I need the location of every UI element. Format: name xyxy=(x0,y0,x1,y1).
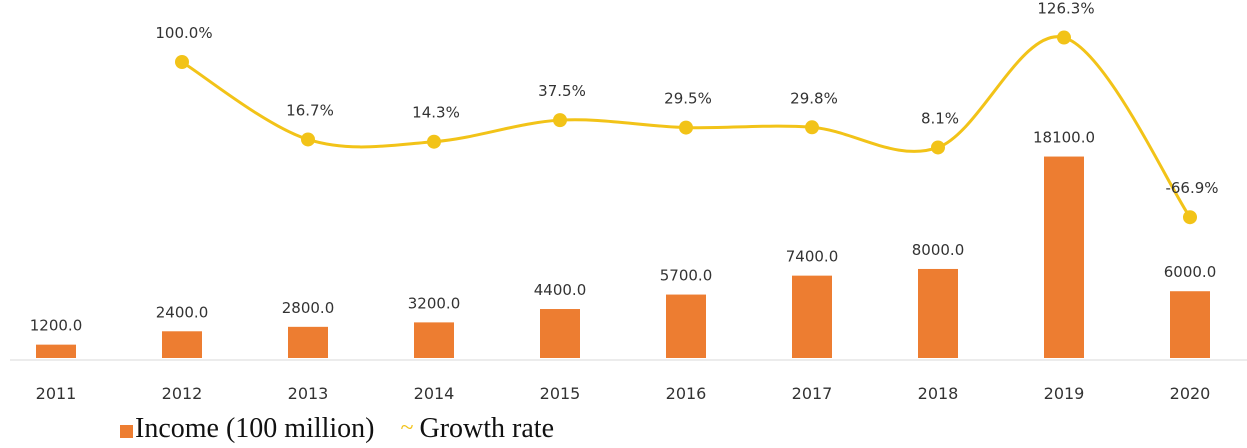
income-bar-2011 xyxy=(36,344,76,358)
growth-point-2019 xyxy=(1057,30,1071,45)
legend-bar-swatch-icon xyxy=(120,424,133,438)
legend: Income (100 million) ~ Growth rate xyxy=(120,412,554,446)
income-bar-2019 xyxy=(1044,156,1084,358)
income-bar-2014 xyxy=(414,322,454,358)
x-tick-label-2016: 2016 xyxy=(666,384,707,403)
growth-label-2020: -66.9% xyxy=(1165,179,1218,197)
growth-rate-line xyxy=(175,30,1197,225)
growth-point-2013 xyxy=(301,132,315,147)
x-tick-label-2014: 2014 xyxy=(414,384,455,403)
income-bars xyxy=(36,156,1210,358)
x-tick-label-2019: 2019 xyxy=(1044,384,1085,403)
growth-point-2018 xyxy=(931,140,945,155)
growth-point-2014 xyxy=(427,134,441,149)
income-label-2011: 1200.0 xyxy=(30,317,83,335)
growth-point-2015 xyxy=(553,113,567,128)
x-tick-label-2011: 2011 xyxy=(36,384,77,403)
x-tick-label-2015: 2015 xyxy=(540,384,581,403)
growth-rate-path xyxy=(181,35,1192,219)
x-tick-label-2018: 2018 xyxy=(918,384,959,403)
growth-point-2020 xyxy=(1183,210,1197,225)
income-label-2020: 6000.0 xyxy=(1164,263,1217,281)
growth-label-2014: 14.3% xyxy=(412,104,460,122)
growth-label-2012: 100.0% xyxy=(155,24,212,42)
income-label-2015: 4400.0 xyxy=(534,281,587,299)
growth-point-2012 xyxy=(175,55,189,69)
growth-label-2013: 16.7% xyxy=(286,101,334,119)
growth-label-2017: 29.8% xyxy=(790,89,838,107)
income-bar-2015 xyxy=(540,309,580,358)
legend-label-growth: Growth rate xyxy=(419,413,555,444)
growth-point-2016 xyxy=(679,120,693,135)
income-label-2016: 5700.0 xyxy=(660,267,713,285)
growth-point-2017 xyxy=(805,120,819,135)
growth-label-2015: 37.5% xyxy=(538,82,586,100)
data-labels: 1200.0 2400.0 2800.0 3200.0 4400.0 5700.0 7400… xyxy=(30,0,1219,335)
income-label-2013: 2800.0 xyxy=(282,299,335,317)
legend-line-swatch-icon: ~ xyxy=(400,414,414,441)
combo-chart: 2011 2012 2013 2014 2015 2016 2017 2018 2019 2020… xyxy=(10,0,1247,403)
income-label-2018: 8000.0 xyxy=(912,241,965,259)
growth-label-2019: 126.3% xyxy=(1037,0,1094,18)
x-axis: 2011 2012 2013 2014 2015 2016 2017 2018 2019 2020 xyxy=(10,359,1247,403)
income-bar-2016 xyxy=(666,294,706,358)
x-tick-label-2017: 2017 xyxy=(792,384,833,403)
income-bar-2018 xyxy=(918,268,958,358)
x-tick-label-2013: 2013 xyxy=(288,384,329,403)
income-label-2017: 7400.0 xyxy=(786,248,839,266)
income-bar-2012 xyxy=(162,331,202,358)
income-label-2012: 2400.0 xyxy=(156,303,209,321)
income-label-2014: 3200.0 xyxy=(408,294,461,312)
x-tick-label-2020: 2020 xyxy=(1170,384,1211,403)
growth-label-2016: 29.5% xyxy=(664,90,712,108)
legend-label-income: Income (100 million) xyxy=(135,413,375,444)
income-bar-2017 xyxy=(792,275,832,358)
legend-item-income: Income (100 million) xyxy=(120,413,375,445)
income-bar-2013 xyxy=(288,326,328,358)
x-tick-label-2012: 2012 xyxy=(162,384,203,403)
growth-label-2018: 8.1% xyxy=(921,109,959,127)
income-bar-2020 xyxy=(1170,291,1210,358)
legend-item-growth: ~ Growth rate xyxy=(401,413,555,445)
income-label-2019: 18100.0 xyxy=(1033,129,1095,147)
